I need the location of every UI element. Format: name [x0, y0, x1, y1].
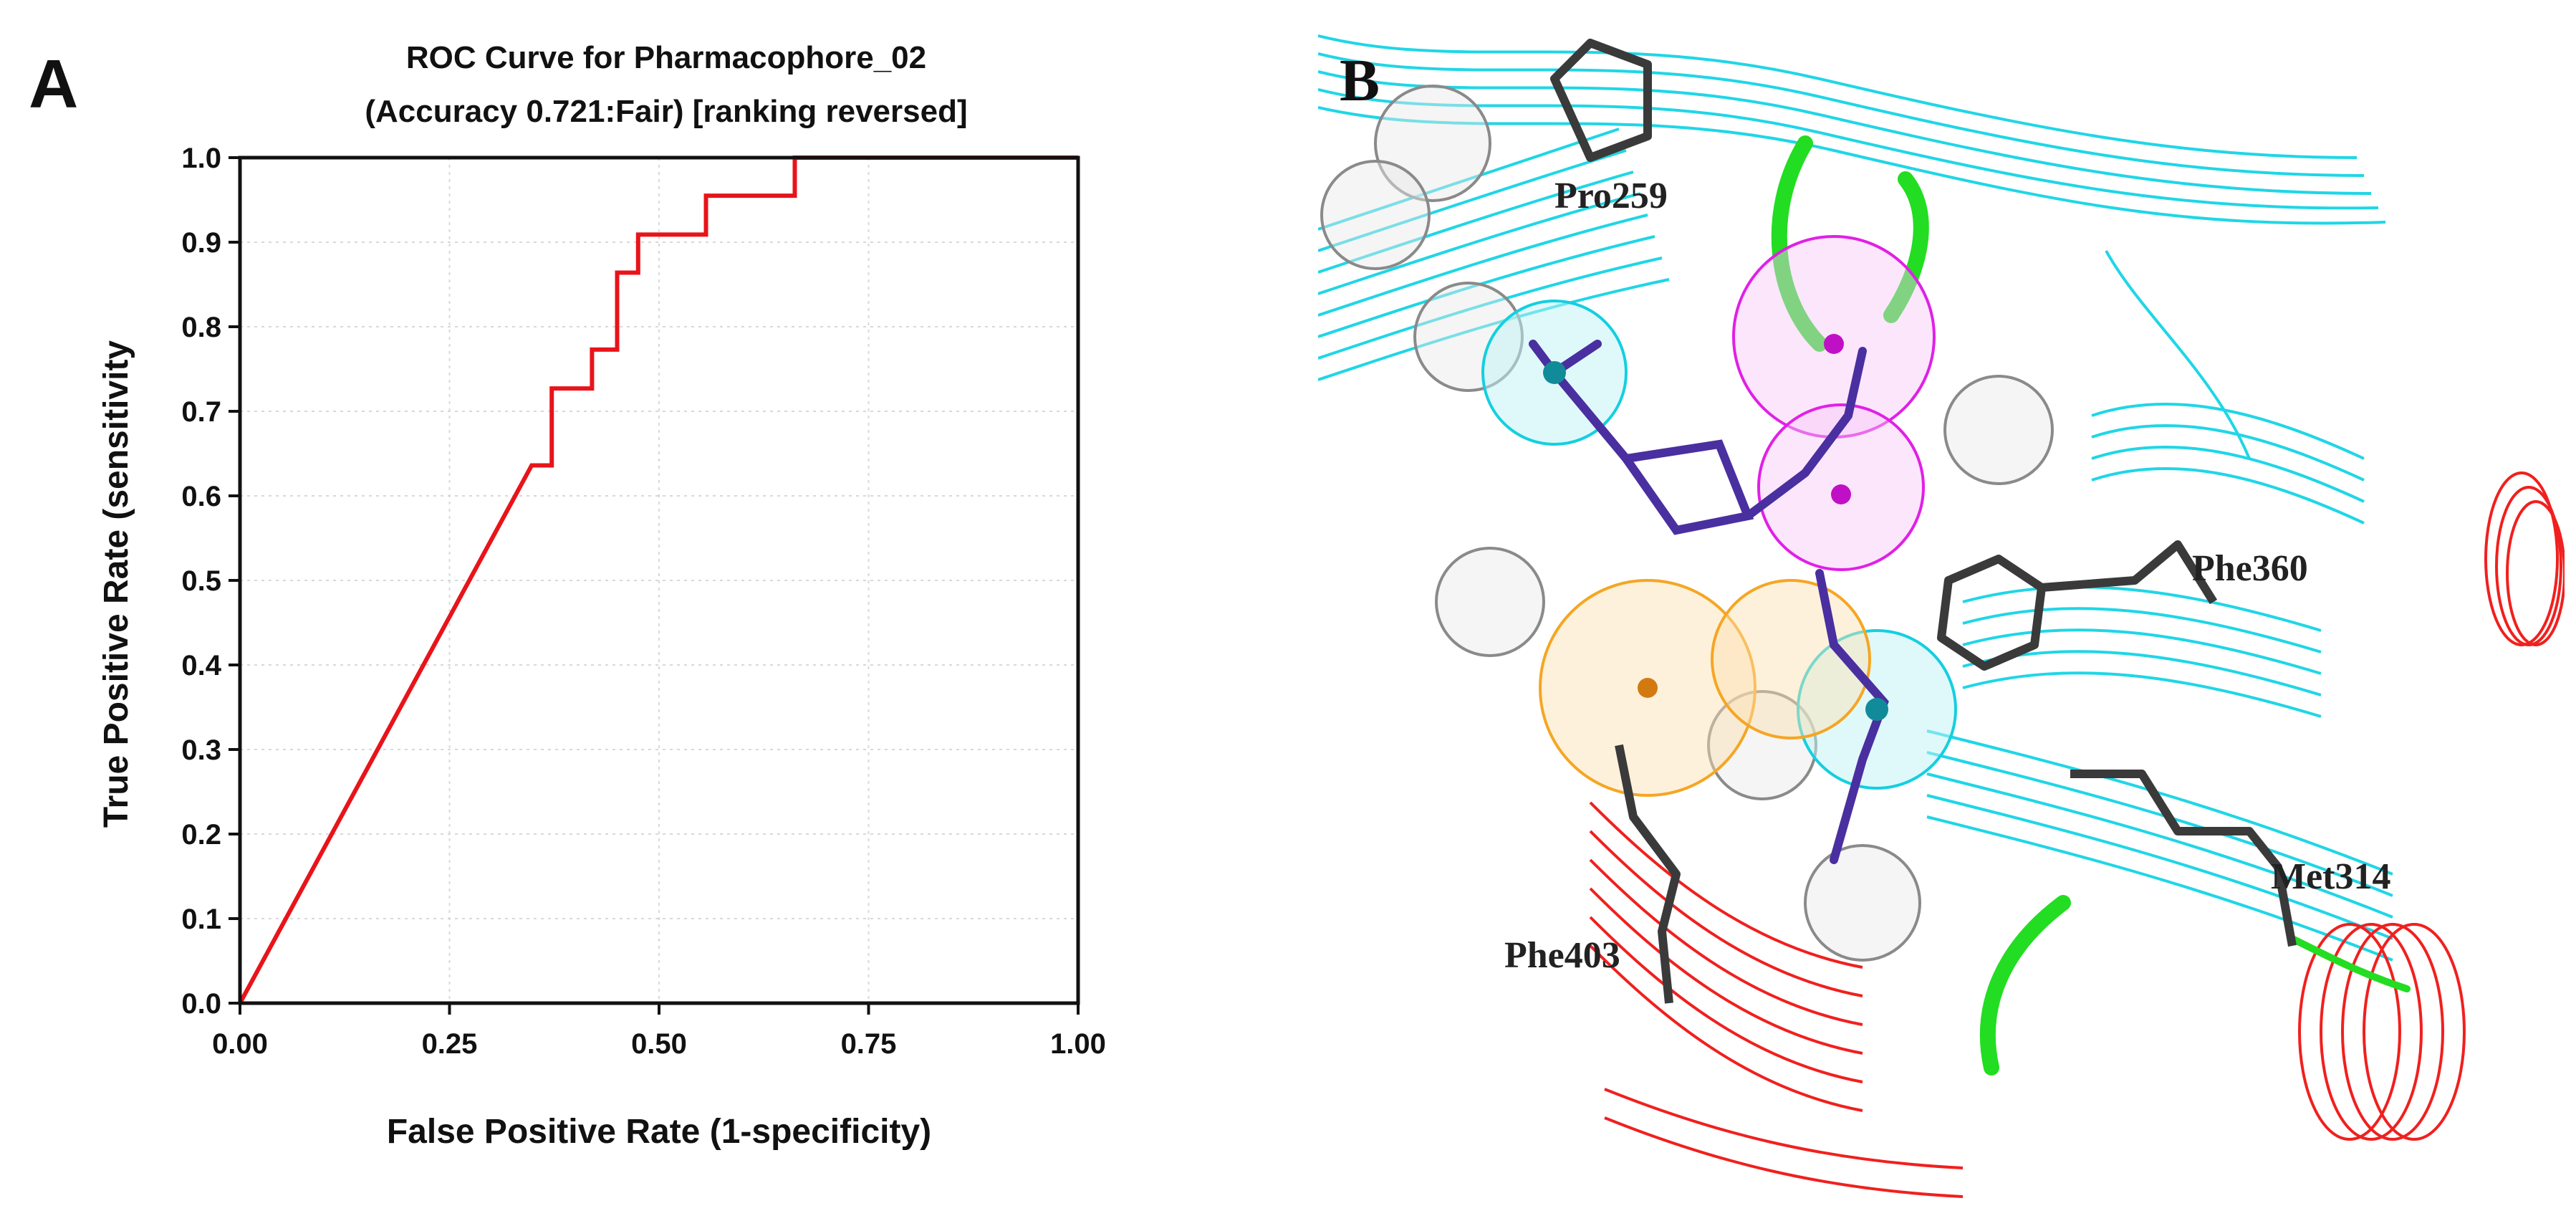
y-tick-label: 0.2 — [181, 819, 221, 851]
y-axis-label: True Positive Rate (sensitivity — [97, 340, 135, 828]
cyan-ribbons-top — [1318, 34, 2386, 381]
x-tick-label: 0.25 — [422, 1028, 478, 1060]
x-tick-label: 0.00 — [212, 1028, 268, 1060]
panel-a-roc: A ROC Curve for Pharmacophore_02 (Accura… — [0, 0, 1118, 1222]
y-tick-label: 0.1 — [181, 904, 221, 935]
residue-label-phe360: Phe360 — [2192, 548, 2308, 589]
y-tick-label: 0.9 — [181, 227, 221, 259]
x-tick-label: 0.75 — [841, 1028, 897, 1060]
panel-b-label: B — [1340, 47, 1380, 114]
residue-label-pro259: Pro259 — [1554, 176, 1668, 216]
x-tick-label: 1.00 — [1050, 1028, 1106, 1060]
green-turns — [1771, 135, 2411, 1076]
x-axis-ticks: 0.00 0.25 0.50 0.75 1.00 — [212, 1003, 1106, 1060]
x-tick-label: 0.50 — [631, 1028, 687, 1060]
y-tick-label: 0.3 — [181, 734, 221, 766]
y-tick-label: 0.4 — [181, 650, 221, 681]
cyan-ribbons-middle — [1926, 250, 2393, 962]
red-ribbons — [1589, 471, 2565, 1198]
x-axis-label: False Positive Rate (1-specificity) — [387, 1113, 931, 1151]
plot-frame — [238, 155, 1080, 1005]
panel-a-label: A — [29, 46, 78, 123]
roc-chart: A ROC Curve for Pharmacophore_02 (Accura… — [29, 40, 1106, 1151]
docking-pose-figure: B Pro259 Phe360 Met314 Phe403 — [1318, 34, 2565, 1198]
y-tick-label: 0.7 — [181, 396, 221, 428]
y-tick-label: 1.0 — [181, 143, 221, 174]
y-tick-label: 0.0 — [181, 988, 221, 1020]
y-tick-label: 0.8 — [181, 312, 221, 343]
y-tick-label: 0.6 — [181, 481, 221, 512]
roc-series-line — [238, 155, 1078, 1005]
residue-label-met314: Met314 — [2271, 856, 2390, 897]
excluded-volume-spheres — [1320, 85, 2054, 962]
panel-b-docking: B Pro259 Phe360 Met314 Phe403 — [1318, 14, 2565, 1204]
y-axis-ticks: 0.0 0.1 0.2 0.3 0.4 0.5 0.6 0.7 0.8 0.9 1.0 — [181, 143, 240, 1020]
hbond-acceptor-features — [1732, 235, 1936, 571]
grid-lines — [239, 157, 1079, 1004]
residue-label-phe403: Phe403 — [1504, 935, 1620, 976]
chart-title: ROC Curve for Pharmacophore_02 — [406, 40, 926, 75]
ligand-atoms — [1543, 334, 1888, 721]
chart-subtitle: (Accuracy 0.721:Fair) [ranking reversed] — [365, 94, 967, 129]
y-tick-label: 0.5 — [181, 565, 221, 597]
residue-sticks — [1550, 39, 2297, 1004]
